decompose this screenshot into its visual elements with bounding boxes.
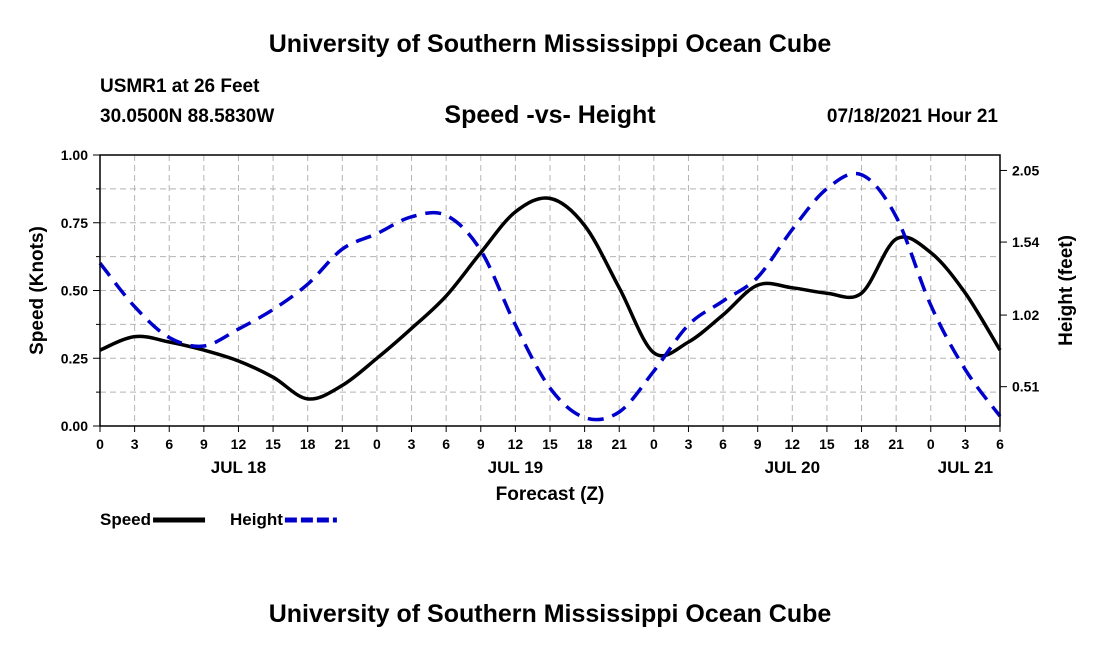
x-tick-label: 6 [996, 436, 1004, 452]
forecast-datetime: 07/18/2021 Hour 21 [826, 106, 998, 127]
y-left-tick-label: 1.00 [61, 147, 88, 163]
x-tick-label: 0 [650, 436, 658, 452]
x-tick-label: 3 [131, 436, 139, 452]
series-line-height [98, 171, 1002, 422]
axes: 0 3 6 9 12 15 18 21 0 3 6 9 12 15 18 21 0 3 6 9 12 15 18 21 0 3 6J… [61, 147, 1040, 477]
legend: Speed Height [100, 510, 337, 529]
x-tick-label: 9 [754, 436, 762, 452]
x-tick-label: 12 [785, 436, 801, 452]
legend-label-undefined: Height [230, 510, 283, 529]
y-left-tick-label: 0.50 [61, 283, 88, 299]
chart-subtitle: Speed -vs- Height [444, 101, 656, 129]
x-tick-label: 15 [542, 436, 558, 452]
footer-title: University of Southern Mississippi Ocean… [268, 600, 832, 628]
date-label: JUL 21 [938, 458, 993, 477]
x-tick-label: 21 [611, 436, 627, 452]
x-tick-label: 12 [231, 436, 247, 452]
y-axis-left-label: Speed (Knots) [27, 226, 48, 355]
grid-lines [100, 155, 1000, 426]
x-tick-label: 9 [477, 436, 485, 452]
x-tick-label: 6 [442, 436, 450, 452]
date-label: JUL 18 [211, 458, 266, 477]
date-label: JUL 20 [765, 458, 820, 477]
x-axis-label: Forecast (Z) [496, 484, 605, 505]
x-tick-label: 3 [685, 436, 693, 452]
legend-label-undefined: Speed [100, 510, 151, 529]
x-tick-label: 21 [888, 436, 904, 452]
x-tick-label: 21 [335, 436, 351, 452]
x-tick-label: 15 [265, 436, 281, 452]
x-tick-label: 6 [719, 436, 727, 452]
chart-title: University of Southern Mississippi Ocean… [268, 30, 832, 58]
x-tick-label: 3 [961, 436, 969, 452]
series-line-speed [99, 196, 1002, 401]
y-right-tick-label: 1.54 [1012, 234, 1039, 250]
x-tick-label: 18 [854, 436, 870, 452]
station-coordinates: 30.0500N 88.5830W [100, 106, 275, 127]
y-right-tick-label: 1.02 [1012, 307, 1039, 323]
station-label: USMR1 at 26 Feet [100, 76, 260, 97]
x-tick-label: 0 [373, 436, 381, 452]
x-tick-label: 0 [96, 436, 104, 452]
x-tick-label: 18 [300, 436, 316, 452]
date-label: JUL 19 [488, 458, 543, 477]
x-tick-label: 0 [927, 436, 935, 452]
y-left-tick-label: 0.75 [61, 215, 88, 231]
x-tick-label: 15 [819, 436, 835, 452]
y-right-tick-label: 0.51 [1012, 379, 1039, 395]
y-right-tick-label: 2.05 [1012, 162, 1039, 178]
x-tick-label: 12 [508, 436, 524, 452]
x-tick-label: 9 [200, 436, 208, 452]
series-lines [98, 171, 1002, 422]
y-left-tick-label: 0.00 [61, 418, 88, 434]
y-left-tick-label: 0.25 [61, 350, 88, 366]
x-tick-label: 18 [577, 436, 593, 452]
x-tick-label: 3 [408, 436, 416, 452]
x-tick-label: 6 [165, 436, 173, 452]
y-axis-right-label: Height (feet) [1056, 235, 1077, 346]
